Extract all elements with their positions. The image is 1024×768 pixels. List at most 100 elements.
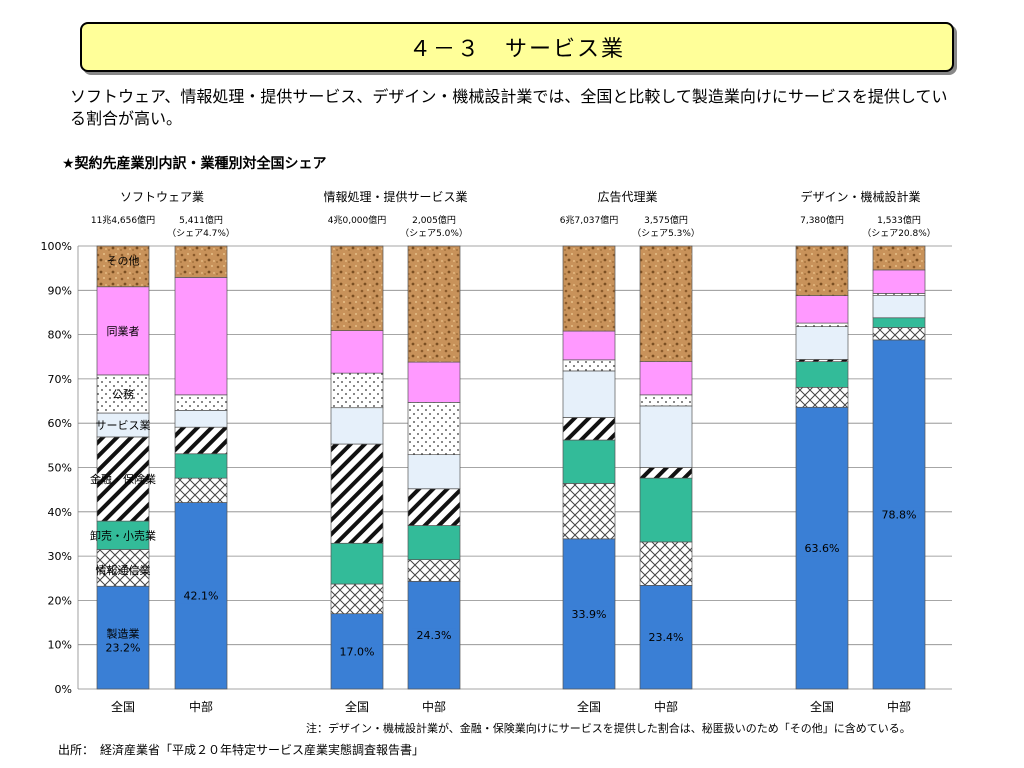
value-label-bg	[800, 541, 844, 557]
x-category-label: 中部	[422, 699, 446, 714]
value-label-bg	[644, 630, 688, 646]
segment-label: 製造業	[107, 627, 140, 641]
x-category-label: 中部	[887, 699, 911, 714]
bar-share-label: （シェア5.0%）	[400, 228, 468, 239]
bar-value-label: 33.9%	[572, 608, 607, 621]
bar-segment-2	[639, 541, 693, 586]
chart-subtitle: ★契約先産業別内訳・業種別対全国シェア	[62, 156, 327, 172]
y-tick-label: 10%	[48, 639, 72, 652]
segment-label: 情報通信業	[96, 564, 151, 577]
bar-segment-5	[562, 370, 616, 418]
bar-total-label: 11兆4,656億円	[91, 214, 155, 226]
bar-segment-8	[96, 245, 150, 288]
y-tick-label: 20%	[48, 594, 72, 607]
bar-segment-6	[330, 372, 384, 409]
bar-segment-3	[407, 525, 461, 560]
bar-segment-7	[562, 330, 616, 361]
value-label-bg	[101, 640, 145, 656]
y-tick-label: 70%	[48, 373, 72, 386]
bar-segment-7	[174, 277, 228, 396]
bar-total-label: 6兆7,037億円	[560, 214, 619, 226]
bar-segment-5	[639, 405, 693, 468]
bar-value-label: 63.6%	[805, 542, 840, 555]
bar-segment-6	[639, 394, 693, 407]
value-label-bg	[412, 628, 456, 644]
bar-segment-7	[872, 269, 926, 294]
bar-segment-5	[795, 326, 849, 360]
y-tick-label: 60%	[48, 417, 72, 430]
bar-segment-4	[407, 488, 461, 526]
bar-segment-3	[330, 542, 384, 585]
x-category-label: 全国	[577, 699, 601, 714]
bar-segment-5	[330, 407, 384, 445]
bar-segment-2	[407, 559, 461, 582]
bar-segment-8	[639, 245, 693, 362]
bar-segment-3	[872, 317, 926, 328]
bar-segment-2	[96, 549, 150, 587]
x-category-label: 全国	[111, 699, 135, 714]
bar-total-label: 5,411億円	[179, 214, 223, 226]
bar-segment-6	[795, 322, 849, 327]
bar-segment-7	[639, 361, 693, 396]
bar-segment-2	[562, 483, 616, 540]
bar-share-label: （シェア4.7%）	[167, 228, 235, 239]
bar-segment-3	[795, 361, 849, 388]
bar-total-label: 3,575億円	[644, 214, 688, 226]
y-tick-label: 40%	[48, 506, 72, 519]
bar-segment-7	[407, 361, 461, 403]
y-tick-label: 50%	[48, 462, 72, 475]
bar-segment-8	[407, 245, 461, 363]
bar-segment-3	[174, 453, 228, 479]
segment-label: その他	[107, 254, 140, 267]
group-title: ソフトウェア業	[120, 190, 204, 204]
value-label-bg	[877, 507, 921, 523]
y-tick-label: 90%	[48, 284, 72, 297]
bar-segment-6	[96, 374, 150, 414]
segment-label: サービス業	[96, 419, 151, 432]
group-title: 情報処理・提供サービス業	[323, 189, 467, 204]
bar-value-label: 17.0%	[340, 645, 375, 658]
bar-value-label: 23.2%	[106, 642, 141, 655]
bar-total-label: 4兆0,000億円	[328, 214, 387, 226]
chart-note: 注：デザイン・機械設計業が、金融・保険業向けにサービスを提供した割合は、秘匿扱い…	[306, 722, 911, 735]
bar-segment-8	[174, 245, 228, 278]
bar-segment-8	[795, 245, 849, 296]
bar-segment-4	[174, 426, 228, 455]
y-tick-label: 100%	[41, 240, 72, 253]
bar-segment-7	[330, 330, 384, 374]
bar-value-label: 78.8%	[882, 508, 917, 521]
bar-total-label: 7,380億円	[800, 214, 844, 226]
bar-segment-3	[562, 439, 616, 484]
bar-value-label: 24.3%	[417, 629, 452, 642]
bar-segment-8	[330, 245, 384, 331]
bar-segment-8	[562, 245, 616, 332]
y-tick-label: 30%	[48, 550, 72, 563]
segment-label: 公務	[112, 387, 134, 401]
segment-label: 同業者	[107, 325, 140, 338]
bar-value-label: 42.1%	[184, 590, 219, 603]
bar-share-label: （シェア20.8%）	[862, 228, 936, 239]
bar-segment-7	[96, 286, 150, 376]
bar-segment-2	[330, 583, 384, 615]
x-category-label: 中部	[189, 699, 213, 714]
bar-segment-2	[872, 327, 926, 341]
bar-segment-4	[639, 467, 693, 479]
bar-segment-6	[174, 394, 228, 411]
x-category-label: 中部	[654, 699, 678, 714]
bar-segment-6	[407, 402, 461, 456]
x-category-label: 全国	[345, 699, 369, 714]
bar-segment-5	[407, 454, 461, 490]
bar-segment-1	[96, 585, 150, 690]
value-label-bg	[567, 606, 611, 622]
segment-label: 卸売・小売業	[90, 528, 156, 542]
bar-segment-2	[174, 477, 228, 503]
bar-total-label: 1,533億円	[877, 214, 921, 226]
segment-label: 金融・保険業	[90, 472, 156, 486]
bar-share-label: （シェア5.3%）	[632, 228, 700, 239]
bar-segment-4	[562, 417, 616, 441]
bar-segment-8	[872, 245, 926, 271]
bar-segment-3	[639, 477, 693, 543]
bar-segment-4	[96, 436, 150, 522]
bar-segment-5	[872, 295, 926, 319]
